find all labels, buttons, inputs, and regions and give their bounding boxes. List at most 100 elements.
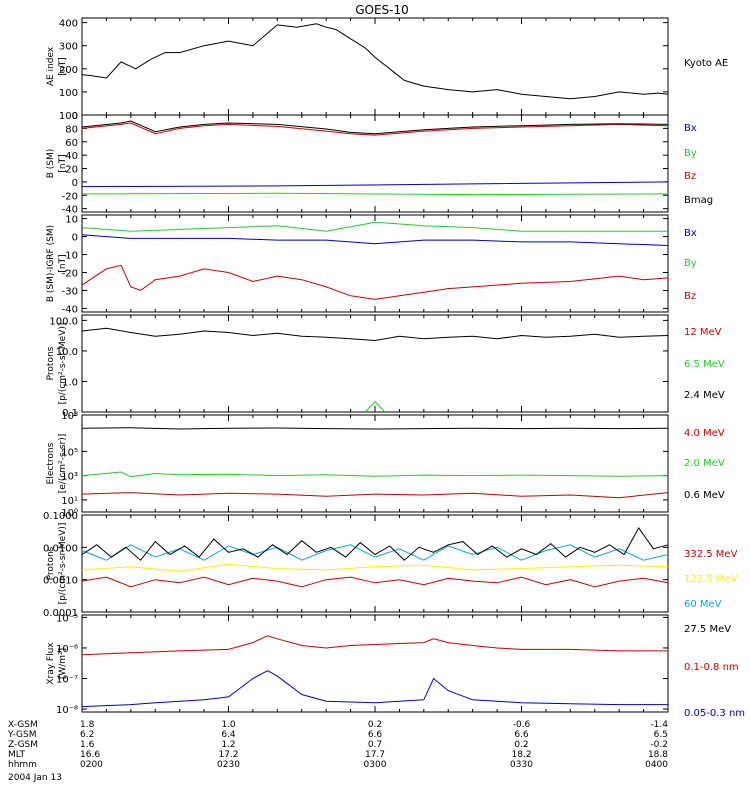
legend-ae-0: Kyoto AE bbox=[684, 58, 728, 69]
panel-frame bbox=[81, 114, 669, 213]
legend-electrons-0: 4.0 MeV bbox=[684, 428, 725, 439]
panel-frame bbox=[81, 314, 669, 413]
y-tick-label: 400 bbox=[59, 19, 78, 30]
footer-label-y-gsm: Y-GSM bbox=[7, 730, 36, 740]
legend-bigrf-2: Bz bbox=[684, 291, 696, 302]
legend-protons_low-1: 6.5 MeV bbox=[684, 359, 725, 370]
footer-value: -0.6 bbox=[513, 720, 531, 730]
series-line-protons_high-0 bbox=[81, 576, 669, 588]
y-tick-label: 10⁻⁵ bbox=[56, 613, 78, 624]
y-tick-label: 100 bbox=[59, 111, 78, 122]
y-axis-label: [nT] bbox=[58, 154, 68, 172]
legend-protons_low-0: 12 MeV bbox=[684, 327, 722, 338]
legend-xray-1: 0.05-0.3 nm bbox=[684, 708, 745, 719]
y-tick-label: 0.0010 bbox=[43, 576, 78, 587]
footer-label-x-gsm: X-GSM bbox=[8, 720, 38, 730]
legend-bsm-0: Bx bbox=[684, 123, 697, 134]
legend-bsm-2: Bz bbox=[684, 171, 696, 182]
y-tick-label: -40 bbox=[62, 304, 78, 315]
series-line-ae-0 bbox=[81, 23, 669, 100]
y-axis-label: Electrons bbox=[46, 442, 56, 484]
series-line-bsm-1 bbox=[81, 192, 669, 196]
panel-bsm: -40 -20 0 20 40 60 80 100 B (SM) [nT] Bx By Bz Bmag bbox=[46, 111, 713, 216]
y-tick-label: 300 bbox=[59, 42, 78, 53]
footer-value: 1.2 bbox=[221, 740, 235, 750]
footer-value: -0.2 bbox=[650, 740, 668, 750]
y-tick-label: -40 bbox=[62, 205, 78, 216]
y-axis-label: [nT] bbox=[58, 57, 68, 75]
footer-value: 0300 bbox=[364, 760, 387, 770]
legend-bigrf-1: By bbox=[684, 258, 697, 269]
footer-value: 1.6 bbox=[80, 740, 95, 750]
y-axis-label: [p/(cm²-s-sr-MeV)] bbox=[58, 523, 68, 605]
y-tick-label: 200 bbox=[59, 65, 78, 76]
y-tick-label: -30 bbox=[62, 286, 78, 297]
y-axis-label: Xray Flux bbox=[46, 642, 56, 685]
series-line-bsm-3 bbox=[81, 120, 669, 135]
footer-value: 6.5 bbox=[654, 730, 668, 740]
series-line-electrons-0 bbox=[81, 492, 669, 499]
series-line-electrons-2 bbox=[81, 427, 669, 430]
y-tick-label: 0.0001 bbox=[43, 608, 78, 619]
y-tick-label: 10⁰ bbox=[61, 508, 78, 519]
panel-protons_high: 0.0001 0.0010 0.0100 0.1000 Protons [p/(cm²-s… bbox=[43, 511, 738, 635]
y-tick-label: 10³ bbox=[61, 472, 78, 483]
footer-value: 18.8 bbox=[648, 750, 668, 760]
y-tick-label: 0.0100 bbox=[43, 543, 78, 554]
panel-bigrf: -40 -30 -20 -10 0 10 B (SM)-IGRF (SM) [nT] Bx By B… bbox=[46, 214, 697, 315]
y-tick-label: 10¹ bbox=[61, 496, 78, 507]
legend-protons_low-2: 2.4 MeV bbox=[684, 390, 725, 401]
y-tick-label: 100.0 bbox=[49, 316, 78, 327]
y-tick-label: -10 bbox=[62, 251, 78, 262]
legend-bsm-1: By bbox=[684, 148, 697, 159]
footer-value: 0.2 bbox=[368, 720, 382, 730]
y-tick-label: 80 bbox=[65, 124, 78, 135]
y-axis-label: Protons bbox=[46, 546, 56, 580]
footer-value: 0400 bbox=[645, 760, 668, 770]
panel-frame bbox=[81, 614, 669, 713]
y-tick-label: 10 bbox=[65, 215, 78, 226]
y-axis-label: B (SM) bbox=[46, 149, 56, 179]
footer-value: 6.6 bbox=[514, 730, 529, 740]
series-line-xray-1 bbox=[81, 670, 668, 708]
series-line-protons_low-2 bbox=[81, 327, 669, 342]
y-axis-label: [e/(cm²-s-sr)] bbox=[58, 434, 68, 494]
y-tick-label: 0.1 bbox=[62, 408, 78, 419]
y-tick-label: -20 bbox=[62, 268, 78, 279]
series-line-xray-0 bbox=[81, 635, 668, 656]
y-tick-label: 1.0 bbox=[62, 377, 78, 388]
series-line-protons_high-1 bbox=[81, 563, 669, 572]
y-tick-label: 10⁸ bbox=[61, 411, 78, 422]
footer-value: 17.2 bbox=[218, 750, 238, 760]
series-line-bigrf-0 bbox=[81, 234, 669, 246]
footer-ephemeris: X-GSM 1.8 1.0 0.2 -0.6 -1.4 Y-GSM 6.2 6.4 6.6 6.6 6… bbox=[7, 720, 668, 770]
footer-value: 0330 bbox=[510, 760, 533, 770]
y-tick-label: 60 bbox=[65, 138, 78, 149]
y-tick-label: 0 bbox=[72, 111, 78, 122]
y-axis-label: Protons bbox=[46, 346, 56, 380]
footer-date: 2004 Jan 13 bbox=[8, 773, 62, 783]
y-tick-label: 10.0 bbox=[56, 347, 78, 358]
y-axis-label: AE index bbox=[46, 46, 56, 86]
footer-value: 18.2 bbox=[511, 750, 531, 760]
series-line-bsm-0 bbox=[81, 181, 669, 188]
series-line-bigrf-1 bbox=[81, 221, 668, 232]
legend-xray-0: 0.1-0.8 nm bbox=[684, 662, 739, 673]
footer-value: 0.2 bbox=[514, 740, 528, 750]
panel-xray: 10⁻⁸ 10⁻⁷ 10⁻⁶ 10⁻⁵ Xray Flux [W/m²] 0.1-0.8 n… bbox=[46, 613, 745, 719]
legend-bigrf-0: Bx bbox=[684, 228, 697, 239]
footer-value: 16.6 bbox=[80, 750, 100, 760]
y-tick-label: 0.1000 bbox=[43, 511, 78, 522]
y-tick-label: 100 bbox=[59, 88, 78, 99]
legend-protons_high-3: 27.5 MeV bbox=[684, 624, 731, 635]
legend-electrons-2: 0.6 MeV bbox=[684, 490, 725, 501]
series-line-bigrf-2 bbox=[81, 264, 669, 300]
legend-bsm-3: Bmag bbox=[684, 195, 713, 206]
y-tick-label: 10⁻⁶ bbox=[56, 644, 78, 655]
footer-value: 6.4 bbox=[221, 730, 236, 740]
y-tick-label: 10⁻⁸ bbox=[56, 705, 78, 716]
